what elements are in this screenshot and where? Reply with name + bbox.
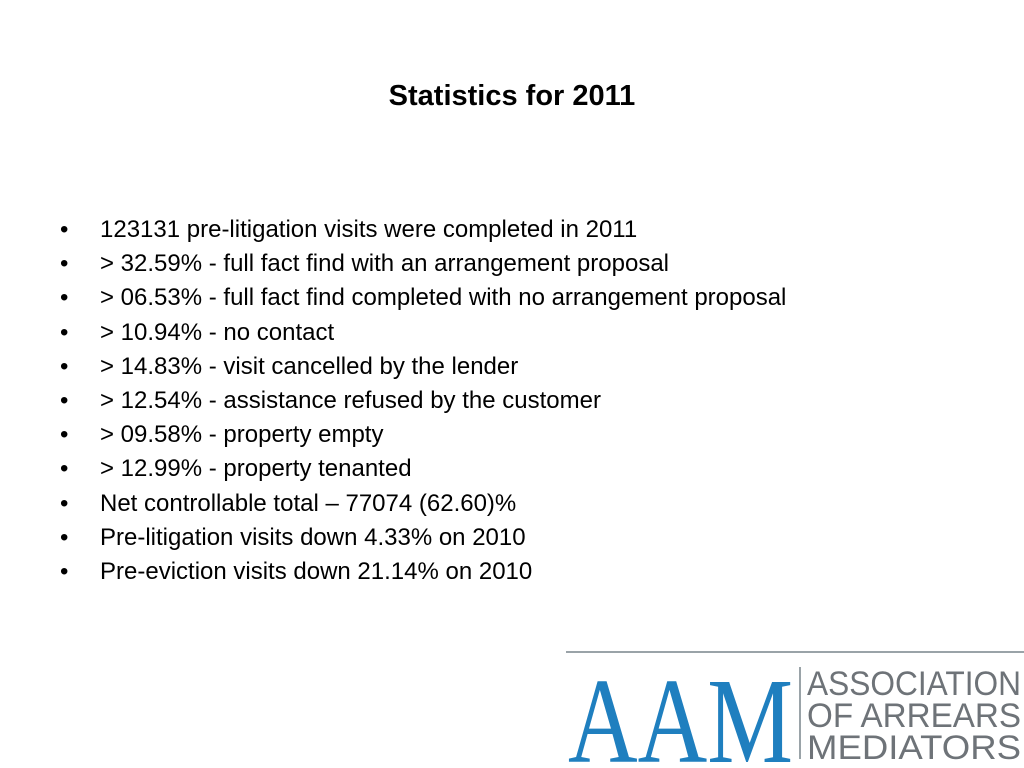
logo-initials: AAM [568,661,793,768]
bullet-icon: • [60,489,69,517]
bullet-icon: • [60,352,69,380]
logo-line-of-arrears: OF ARREARS [807,697,1021,735]
bullet-icon: • [60,284,69,312]
bullet-item: • Pre-eviction visits down 21.14% on 2010 [60,555,1000,589]
bullet-text: > 06.53% - full fact find completed with… [100,284,787,312]
bullet-icon: • [60,318,69,346]
bullet-icon: • [60,558,69,586]
bullet-text: Pre-litigation visits down 4.33% on 2010 [100,523,526,551]
bullet-icon: • [60,523,69,551]
logo-rule [566,651,1024,653]
bullet-text: > 12.99% - property tenanted [100,455,412,483]
bullet-icon: • [60,250,69,278]
aam-logo: AAM ASSOCIATION OF ARREARS MEDIATORS [566,651,1024,768]
bullet-item: • > 32.59% - full fact find with an arran… [60,247,1000,281]
bullet-item: • > 12.54% - assistance refused by the cu… [60,384,1000,418]
bullet-item: • > 06.53% - full fact find completed wit… [60,281,1000,315]
bullet-item: • Net controllable total – 77074 (62.60)% [60,487,1000,521]
bullet-text: Net controllable total – 77074 (62.60)% [100,489,517,517]
bullet-item: • > 14.83% - visit cancelled by the lende… [60,350,1000,384]
bullet-text: > 12.54% - assistance refused by the cus… [100,387,601,415]
bullet-text: > 14.83% - visit cancelled by the lender [100,352,519,380]
bullet-icon: • [60,387,69,415]
bullet-icon: • [60,216,69,243]
bullet-item: • > 12.99% - property tenanted [60,452,1000,486]
bullet-icon: • [60,455,69,483]
bullet-item: • > 10.94% - no contact [60,316,1000,350]
bullet-item: • > 09.58% - property empty [60,418,1000,452]
bullet-item: • 123131 pre-litigation visits were compl… [60,213,1000,247]
logo-line-mediators: MEDIATORS [807,729,1021,767]
bullet-icon: • [60,421,69,449]
bullet-text: Pre-eviction visits down 21.14% on 2010 [100,558,533,586]
bullet-text: > 09.58% - property empty [100,421,384,449]
bullet-item: • Pre-litigation visits down 4.33% on 201… [60,521,1000,555]
logo-mark: AAM ASSOCIATION OF ARREARS MEDIATORS [568,661,1021,768]
slide-title: Statistics for 2011 [388,80,636,112]
bullet-list: • 123131 pre-litigation visits were compl… [60,213,1000,589]
bullet-text: > 32.59% - full fact find with an arrang… [100,250,669,278]
bullet-text: 123131 pre-litigation visits were comple… [100,216,638,243]
logo-line-association: ASSOCIATION [807,665,1021,703]
logo-divider [799,667,801,759]
bullet-text: > 10.94% - no contact [100,318,335,346]
